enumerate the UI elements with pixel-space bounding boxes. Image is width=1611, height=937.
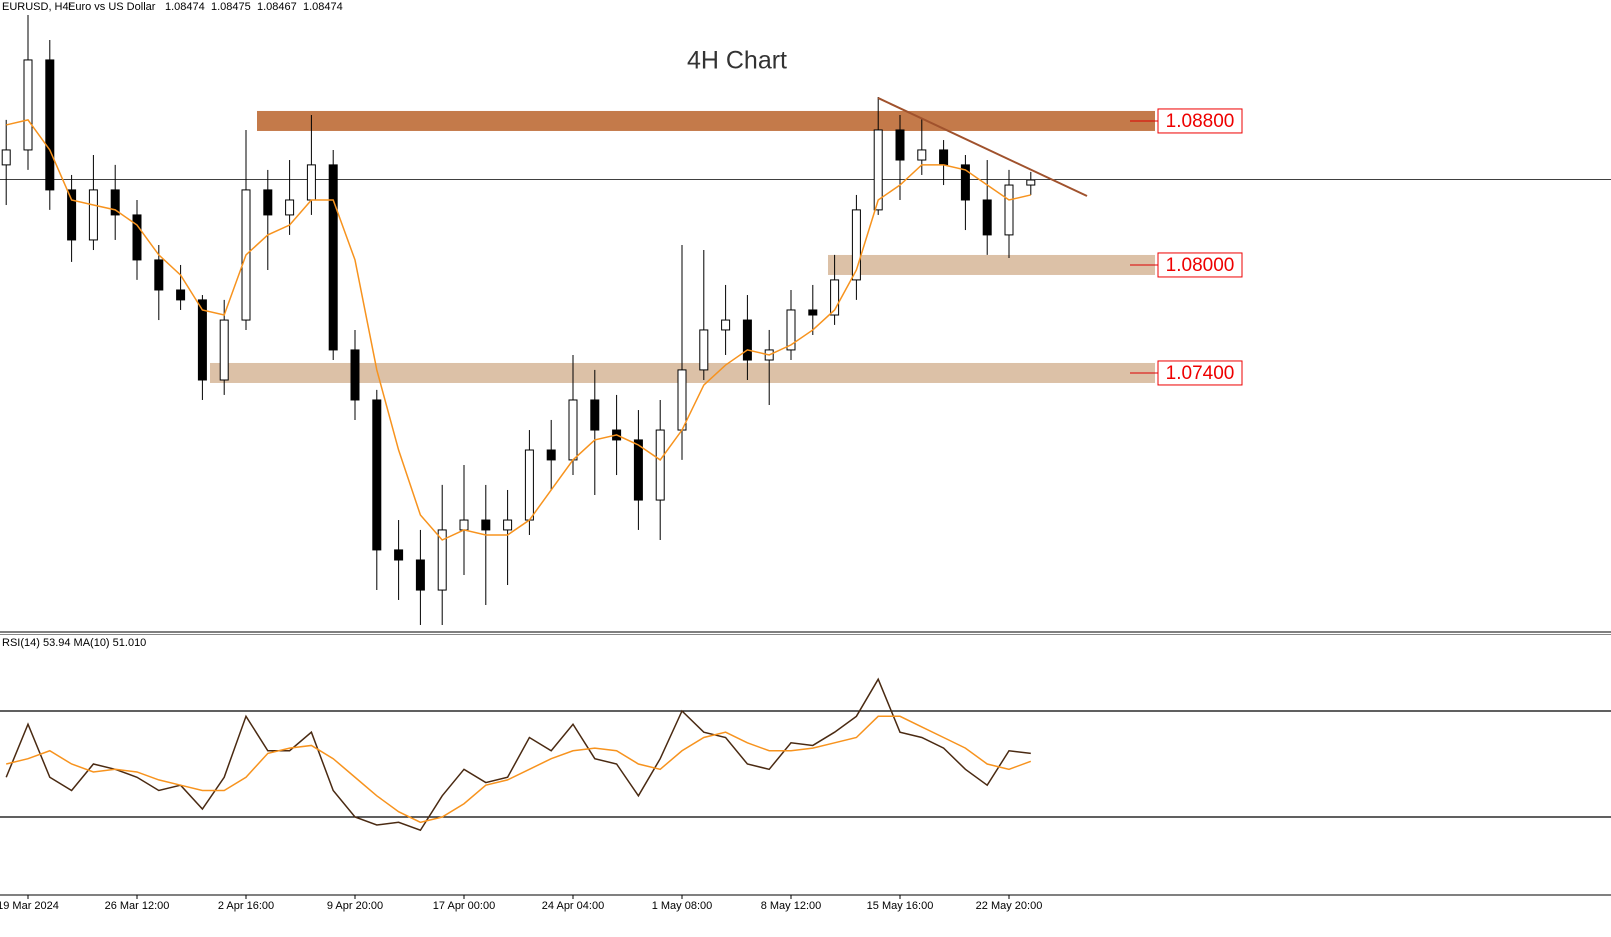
rsi-line bbox=[6, 715, 1032, 824]
x-tick-label: 19 Mar 2024 bbox=[0, 900, 59, 912]
quote-value: 1.08474 bbox=[303, 1, 343, 13]
x-tick-label: 1 May 08:00 bbox=[652, 900, 713, 912]
x-tick-label: 8 May 12:00 bbox=[761, 900, 822, 912]
candle-body bbox=[830, 279, 840, 316]
price-zone bbox=[828, 254, 1155, 275]
candle-body bbox=[568, 399, 578, 461]
candle-body bbox=[1004, 184, 1014, 236]
candle-body bbox=[23, 59, 33, 151]
candle-body bbox=[1026, 179, 1036, 186]
candle-body bbox=[88, 189, 98, 241]
rsi-line bbox=[5, 677, 1031, 832]
candle-body bbox=[459, 519, 469, 531]
candle-body bbox=[655, 429, 665, 501]
candle-body bbox=[742, 319, 752, 361]
candle-body bbox=[306, 164, 316, 201]
candle-body bbox=[960, 164, 970, 201]
candle-body bbox=[721, 319, 731, 331]
x-tick-label: 15 May 16:00 bbox=[867, 900, 934, 912]
candle-body bbox=[197, 299, 207, 381]
zone-label-box bbox=[1157, 108, 1243, 134]
quote-value: 1.08475 bbox=[211, 1, 251, 13]
candle-body bbox=[415, 559, 425, 591]
x-tick-label: 9 Apr 20:00 bbox=[327, 900, 383, 912]
zone-label: 1.08000 bbox=[1166, 255, 1235, 276]
candle-body bbox=[132, 214, 142, 261]
candle-body bbox=[808, 309, 818, 316]
candle-body bbox=[219, 319, 229, 381]
quote-value: 1.08467 bbox=[257, 1, 297, 13]
zone-label-box bbox=[1157, 360, 1243, 386]
zone-label-box bbox=[1157, 252, 1243, 278]
candle-body bbox=[851, 209, 861, 281]
candle-body bbox=[917, 149, 927, 161]
candle-body bbox=[677, 369, 687, 431]
x-tick-label: 24 Apr 04:00 bbox=[542, 900, 604, 912]
zone-label: 1.07400 bbox=[1166, 363, 1235, 384]
chart-title: 4H Chart bbox=[687, 47, 787, 75]
candle-body bbox=[350, 349, 360, 401]
candle-body bbox=[176, 289, 186, 301]
candle-body bbox=[982, 199, 992, 236]
candle-body bbox=[481, 519, 491, 531]
quote-value: 1.08474 bbox=[165, 1, 205, 13]
candle-body bbox=[524, 449, 534, 521]
symbol: EURUSD, H4: bbox=[2, 1, 72, 13]
candle-body bbox=[546, 449, 556, 461]
candle-body bbox=[372, 399, 382, 551]
x-tick-label: 17 Apr 00:00 bbox=[433, 900, 495, 912]
candle-body bbox=[873, 129, 883, 211]
moving-average bbox=[6, 119, 1031, 541]
candle-body bbox=[394, 549, 404, 561]
candle-body bbox=[699, 329, 709, 371]
candle-body bbox=[633, 439, 643, 501]
x-tick-label: 2 Apr 16:00 bbox=[218, 900, 274, 912]
zone-label: 1.08800 bbox=[1166, 111, 1235, 132]
x-tick-label: 22 May 20:00 bbox=[976, 900, 1043, 912]
candle-body bbox=[786, 309, 796, 351]
price-zone bbox=[257, 110, 1155, 131]
x-tick-label: 26 Mar 12:00 bbox=[105, 900, 170, 912]
candle-body bbox=[895, 129, 905, 161]
candle-body bbox=[285, 199, 295, 216]
candle-body bbox=[590, 399, 600, 431]
description: Euro vs US Dollar bbox=[68, 1, 156, 13]
candle-body bbox=[263, 189, 273, 216]
rsi-label: RSI(14) 53.94 MA(10) 51.010 bbox=[2, 637, 146, 649]
candle-body bbox=[1, 149, 11, 166]
candle-body bbox=[110, 189, 120, 216]
candle-body bbox=[939, 149, 949, 166]
candle-body bbox=[503, 519, 513, 531]
candle-body bbox=[437, 529, 447, 591]
candle-body bbox=[45, 59, 55, 191]
candle-body bbox=[67, 189, 77, 241]
trendline bbox=[877, 97, 1088, 197]
candle-body bbox=[328, 164, 338, 351]
candle-body bbox=[154, 259, 164, 291]
